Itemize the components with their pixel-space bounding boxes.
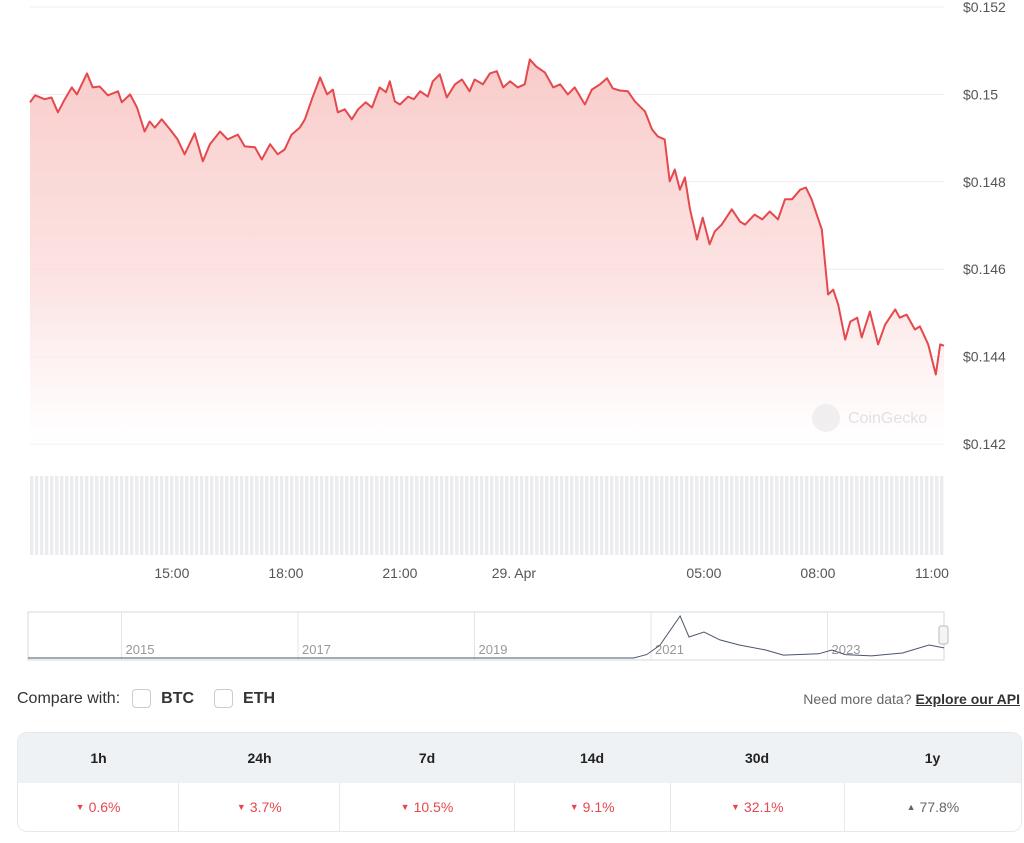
x-tick-label: 11:00 [915,565,949,581]
change-value: 32.1% [743,799,784,815]
header-7d: 7d [418,750,436,766]
caret-up-icon: ▲ [906,802,916,812]
change-value: 9.1% [582,799,615,815]
header-24h: 24h [247,750,272,766]
change-value: 3.7% [249,799,282,815]
y-tick-label: $0.142 [963,436,1006,452]
change-value: 77.8% [919,799,960,815]
navigator-handle[interactable] [938,625,949,645]
caret-down-icon: ▼ [75,802,85,812]
y-axis-labels: $0.152 $0.15 $0.148 $0.146 $0.144 $0.142 [963,0,1006,452]
btc-label[interactable]: BTC [161,689,195,707]
compare-with: Compare with: BTC ETH [17,689,275,708]
navigator-year-label: 2019 [479,642,508,657]
x-tick-label: 15:00 [154,565,189,581]
y-tick-label: $0.144 [963,349,1006,365]
change-7d: ▼ 10.5% [340,783,515,831]
watermark-text: CoinGecko [848,410,927,427]
y-tick-label: $0.146 [963,261,1006,277]
navigator-line [28,614,945,659]
navigator-year-label: 2023 [832,642,861,657]
coingecko-logo-icon [812,404,840,432]
btc-checkbox[interactable] [132,689,152,708]
volume-bars [30,476,944,555]
header-1h: 1h [90,750,107,766]
performance-table: 1h 24h 7d 14d 30d 1y ▼ 0.6% ▼ 3.7% ▼ 10.5% ▼ 9.1% ▼ 32… [17,732,1022,832]
change-value: 10.5% [413,799,454,815]
navigator-year-label: 2017 [302,642,331,657]
coingecko-watermark: CoinGecko [812,404,927,432]
change-14d: ▼ 9.1% [515,783,671,831]
caret-down-icon: ▼ [400,802,410,812]
navigator-year-label: 2015 [126,642,155,657]
y-tick-label: $0.148 [963,174,1006,190]
x-axis-labels: 15:00 18:00 21:00 29. Apr 05:00 08:00 11:00 [154,565,949,581]
change-30d: ▼ 32.1% [671,783,845,831]
performance-value-row: ▼ 0.6% ▼ 3.7% ▼ 10.5% ▼ 9.1% ▼ 32.1% ▲ 77.8% [18,783,1021,831]
caret-down-icon: ▼ [731,802,740,812]
change-1y: ▲ 77.8% [845,783,1021,831]
y-tick-label: $0.152 [963,0,1006,15]
caret-down-icon: ▼ [236,802,246,812]
api-prompt: Need more data? Explore our API [803,691,1020,707]
change-1h: ▼ 0.6% [18,783,180,831]
price-area-fill [30,59,944,445]
eth-label[interactable]: ETH [243,689,276,707]
header-1y: 1y [924,750,941,766]
explore-api-link[interactable]: Explore our API [915,691,1020,707]
api-prompt-text: Need more data? [803,691,912,707]
change-24h: ▼ 3.7% [179,783,341,831]
header-14d: 14d [579,750,605,766]
compare-label: Compare with: [17,689,121,707]
y-tick-label: $0.15 [963,86,998,102]
header-30d: 30d [744,750,770,766]
navigator-year-label: 2021 [655,642,684,657]
performance-header-row: 1h 24h 7d 14d 30d 1y [18,733,1021,783]
navigator[interactable]: 2015 2017 2019 2021 2023 [27,611,949,661]
price-line [29,58,945,376]
change-value: 0.6% [88,799,121,815]
eth-checkbox[interactable] [214,689,234,708]
x-tick-label: 05:00 [686,565,721,581]
caret-down-icon: ▼ [569,802,579,812]
x-tick-label: 08:00 [800,565,835,581]
x-tick-label: 21:00 [382,565,417,581]
x-tick-label: 29. Apr [492,565,537,581]
price-chart[interactable]: $0.152 $0.15 $0.148 $0.146 $0.144 $0.142 Coin… [0,0,1024,680]
x-tick-label: 18:00 [268,565,303,581]
